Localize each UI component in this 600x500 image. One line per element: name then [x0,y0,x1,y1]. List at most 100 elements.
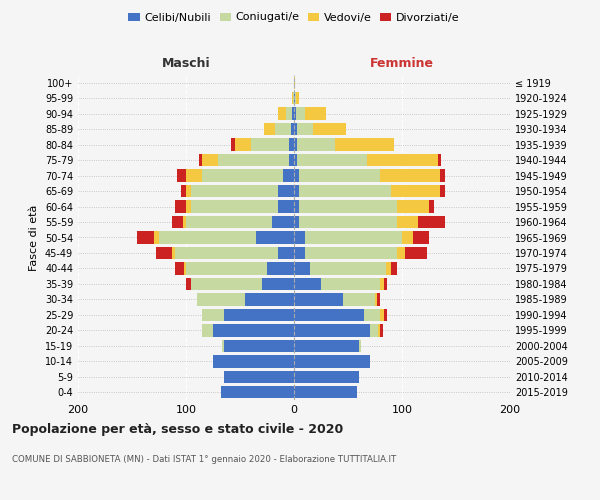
Bar [380,278,383,290]
Bar [183,216,186,228]
Bar [294,108,296,120]
Bar [297,154,367,166]
Bar [202,154,218,166]
Bar [218,154,289,166]
Bar [191,278,262,290]
Bar [172,216,183,228]
Bar [294,355,370,368]
Bar [294,232,305,243]
Bar [383,278,387,290]
Bar [186,185,191,198]
Bar [191,200,278,212]
Bar [313,123,346,136]
Bar [343,293,375,306]
Bar [294,216,299,228]
Bar [278,247,294,259]
Bar [294,278,321,290]
Bar [294,185,299,198]
Bar [294,324,370,336]
Bar [175,262,184,274]
Bar [202,308,224,321]
Bar [397,200,429,212]
Bar [202,324,213,336]
Bar [294,262,310,274]
Bar [305,232,402,243]
Bar [275,123,291,136]
Bar [292,108,294,120]
Bar [299,170,380,182]
Bar [370,324,378,336]
Bar [283,170,294,182]
Bar [221,340,224,352]
Bar [186,216,272,228]
Bar [186,262,267,274]
Bar [364,308,380,321]
Bar [405,247,427,259]
Bar [413,232,429,243]
Bar [383,308,387,321]
Bar [264,123,275,136]
Bar [278,108,286,120]
Bar [397,247,405,259]
Y-axis label: Fasce di età: Fasce di età [29,204,39,270]
Bar [440,170,445,182]
Bar [294,340,359,352]
Bar [278,185,294,198]
Bar [184,262,186,274]
Bar [294,247,305,259]
Bar [137,232,154,243]
Bar [186,170,202,182]
Bar [305,108,326,120]
Bar [297,138,335,151]
Bar [294,154,297,166]
Bar [294,370,359,383]
Bar [256,232,294,243]
Bar [440,185,445,198]
Text: Femmine: Femmine [370,58,434,70]
Bar [299,185,391,198]
Bar [202,170,283,182]
Bar [294,386,356,398]
Bar [191,185,278,198]
Bar [286,108,292,120]
Bar [321,278,380,290]
Bar [291,123,294,136]
Bar [224,308,294,321]
Bar [397,216,418,228]
Bar [335,138,394,151]
Bar [299,216,397,228]
Bar [380,324,383,336]
Bar [294,123,297,136]
Bar [159,232,256,243]
Bar [292,92,293,104]
Bar [294,170,299,182]
Bar [359,340,361,352]
Bar [289,154,294,166]
Bar [386,262,391,274]
Bar [235,138,251,151]
Text: COMUNE DI SABBIONETA (MN) - Dati ISTAT 1° gennaio 2020 - Elaborazione TUTTITALIA: COMUNE DI SABBIONETA (MN) - Dati ISTAT 1… [12,455,396,464]
Bar [213,355,294,368]
Bar [213,324,294,336]
Text: Maschi: Maschi [161,58,211,70]
Bar [294,138,297,151]
Bar [377,293,380,306]
Legend: Celibi/Nubili, Coniugati/e, Vedovi/e, Divorziati/e: Celibi/Nubili, Coniugati/e, Vedovi/e, Di… [124,8,464,27]
Bar [380,308,383,321]
Bar [293,92,294,104]
Bar [294,293,343,306]
Bar [199,154,202,166]
Bar [294,308,364,321]
Bar [178,170,186,182]
Bar [197,293,245,306]
Bar [437,154,441,166]
Bar [224,340,294,352]
Bar [418,216,445,228]
Bar [391,185,440,198]
Bar [278,200,294,212]
Bar [221,386,294,398]
Bar [310,262,386,274]
Bar [296,108,305,120]
Bar [296,92,299,104]
Bar [186,278,191,290]
